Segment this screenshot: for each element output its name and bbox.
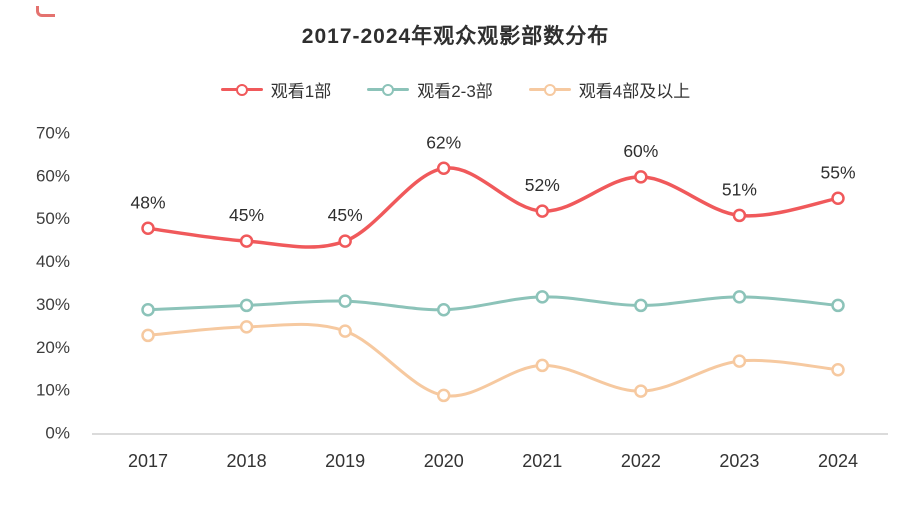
line-chart-plot: 0% 10% 20% 30% 40% 50% 60% 70% 2017 2018 2019 2020 2… <box>36 123 888 471</box>
series-marker <box>634 298 648 313</box>
series-line-1 <box>146 166 840 249</box>
chart-title: 2017-2024年观众观影部数分布 <box>301 25 610 48</box>
x-axis-tick-label: 2024 <box>818 451 858 471</box>
x-axis-tick-label: 2018 <box>227 451 267 471</box>
series-marker <box>732 208 747 223</box>
series-marker <box>338 294 352 308</box>
series-marker <box>338 234 352 248</box>
legend-line-marker <box>220 83 263 96</box>
series-marker <box>831 362 845 377</box>
legend-label: 观看4部及以上 <box>578 82 691 101</box>
data-point-label: 52% <box>525 175 560 195</box>
data-point-label: 60% <box>623 141 658 161</box>
series-marker <box>141 221 155 236</box>
series-marker <box>436 388 451 403</box>
series-marker <box>141 302 155 317</box>
y-axis-tick-label: 70% <box>36 123 70 142</box>
legend-label: 观看1部 <box>270 82 332 101</box>
series-marker <box>436 302 451 317</box>
legend-item-watch-1[interactable]: 观看1部 <box>220 77 332 102</box>
series-marker <box>141 328 155 343</box>
series-marker <box>732 290 747 304</box>
data-point-label: 55% <box>820 162 855 182</box>
x-axis-tick-label: 2020 <box>424 451 464 471</box>
x-axis-tick-label: 2023 <box>719 451 759 471</box>
series-marker <box>338 324 352 338</box>
series-marker <box>634 384 648 398</box>
y-axis-tick-label: 0% <box>45 423 70 442</box>
series-marker <box>535 358 550 373</box>
series-marker <box>535 204 550 218</box>
series-marker <box>239 298 254 313</box>
legend-line-marker <box>367 83 410 96</box>
series-marker <box>436 161 451 176</box>
y-axis-tick-label: 40% <box>36 252 70 271</box>
legend-label: 观看2-3部 <box>417 82 493 101</box>
series-marker <box>831 298 845 313</box>
series-marker <box>239 234 254 248</box>
series-marker <box>634 170 648 184</box>
data-point-label: 45% <box>328 205 363 225</box>
legend-dot-icon <box>382 83 395 96</box>
x-axis-tick-label: 2021 <box>522 451 562 471</box>
series-marker <box>732 354 747 368</box>
data-point-label: 48% <box>130 192 165 212</box>
legend-line-marker <box>528 83 571 96</box>
legend-item-watch-4-plus[interactable]: 观看4部及以上 <box>528 77 691 102</box>
legend-item-watch-2-3[interactable]: 观看2-3部 <box>367 77 493 102</box>
data-point-label: 51% <box>722 179 757 199</box>
y-axis-tick-label: 30% <box>36 295 70 314</box>
x-axis-tick-label: 2017 <box>128 451 168 471</box>
series-marker <box>831 191 845 206</box>
data-point-label: 62% <box>426 132 461 152</box>
y-axis-tick-label: 20% <box>36 338 70 357</box>
legend-dot-icon <box>235 83 248 96</box>
series-line-2 <box>146 295 840 312</box>
legend-dot-icon <box>543 83 556 96</box>
y-axis-tick-label: 60% <box>36 166 70 185</box>
y-axis-tick-label: 10% <box>36 381 70 400</box>
chart-legend: 观看1部 观看2-3部 观看4部及以上 <box>0 77 911 102</box>
series-marker <box>535 290 550 304</box>
x-axis-tick-label: 2022 <box>621 451 661 471</box>
data-point-label: 45% <box>229 205 264 225</box>
cropped-artifact <box>36 6 55 17</box>
y-axis-tick-label: 50% <box>36 209 70 228</box>
x-axis-tick-label: 2019 <box>325 451 365 471</box>
series-marker <box>239 320 254 334</box>
series-line-3 <box>146 322 840 398</box>
